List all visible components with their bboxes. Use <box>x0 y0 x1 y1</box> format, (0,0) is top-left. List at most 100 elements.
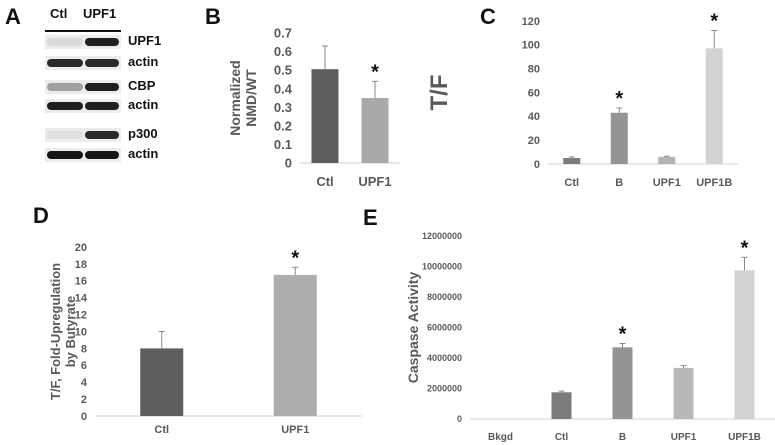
blot-band-row <box>45 128 121 142</box>
y-tick-label: 40 <box>528 111 540 123</box>
y-tick-label: 4 <box>81 377 88 389</box>
chart-d: 0 2 4 6 8 10 12 14 16 18 20 T/F, Fold-Upregulation b… <box>48 242 362 436</box>
blot-row-label: actin <box>128 54 159 69</box>
blot-band <box>47 102 83 110</box>
y-tick-label: 80 <box>528 64 540 76</box>
y-axis-label-line: NMD/WT <box>243 69 259 127</box>
y-tick-label: 12 <box>75 309 87 321</box>
blot-lane-upf1: UPF1 <box>83 6 117 21</box>
significance-asterisk: * <box>371 61 379 83</box>
bar-upf1 <box>673 367 694 419</box>
x-tick-label: Ctl <box>316 174 333 189</box>
blot-band-row <box>45 80 121 94</box>
blot-row-label: actin <box>128 146 159 161</box>
y-tick-label: 18 <box>75 259 87 271</box>
y-axis-label: Caspase Activity <box>405 272 421 384</box>
blot-row-label: actin <box>128 97 159 112</box>
blot-band <box>47 131 83 139</box>
bar-ctl <box>311 69 339 163</box>
blot-band-row <box>45 56 121 70</box>
y-tick-label: 120 <box>522 16 540 28</box>
chart-e: 0 2000000 4000000 6000000 8000000 10000000 120… <box>405 231 775 443</box>
bar-upf1 <box>273 274 317 416</box>
y-tick-label: 0.2 <box>274 118 292 133</box>
panel-label-a: A <box>5 4 21 29</box>
blot-row-label: p300 <box>128 126 158 141</box>
y-tick-label: 0.3 <box>274 100 292 115</box>
blot-band <box>47 38 83 46</box>
y-tick-label: 6000000 <box>427 323 462 333</box>
x-tick-label: UPF1 <box>358 174 391 189</box>
y-tick-label: 20 <box>528 135 540 147</box>
blot-row-label: CBP <box>128 78 156 93</box>
y-tick-label: 100 <box>522 40 540 52</box>
y-tick-label: 0.4 <box>274 81 293 96</box>
y-tick-label: 10000000 <box>422 262 462 272</box>
bar-b <box>610 112 628 164</box>
y-axis-label-line: T/F, Fold-Upregulation <box>48 263 63 400</box>
blot-band-row <box>45 148 121 162</box>
blot-band <box>85 102 119 110</box>
y-tick-label: 4000000 <box>427 353 462 363</box>
y-tick-label: 0 <box>81 411 87 423</box>
x-tick-label: B <box>619 432 626 443</box>
significance-asterisk: * <box>615 88 623 110</box>
significance-asterisk: * <box>741 237 749 259</box>
y-tick-label: 60 <box>528 87 540 99</box>
significance-asterisk: * <box>291 247 299 269</box>
blot-band <box>47 151 83 159</box>
x-tick-label: UPF1 <box>671 432 697 443</box>
x-tick-label: Bkgd <box>488 432 513 443</box>
y-tick-label: 0.5 <box>274 63 292 78</box>
y-tick-label: 0.7 <box>274 26 292 41</box>
blot-divider <box>45 30 121 32</box>
x-tick-label: UPF1 <box>281 424 309 436</box>
significance-asterisk: * <box>710 11 718 33</box>
x-tick-label: UPF1 <box>653 177 681 189</box>
blot-band <box>85 59 119 67</box>
y-tick-label: 6 <box>81 360 87 372</box>
blot-band-row <box>45 99 121 113</box>
bar-upf1 <box>361 98 389 163</box>
bar-ctl <box>551 392 572 419</box>
blot-band <box>85 131 119 139</box>
panel-label-e: E <box>363 205 378 230</box>
y-tick-label: 20 <box>75 242 87 254</box>
y-tick-label: 0 <box>285 156 292 171</box>
x-tick-label: Ctl <box>154 424 169 436</box>
bar-ctl <box>140 348 184 416</box>
chart-b: 0 0.1 0.2 0.3 0.4 0.5 0.6 0.7 Normalized NMD/WT Ct… <box>227 26 400 189</box>
bar-upf1b <box>705 48 723 164</box>
y-tick-label: 0 <box>534 159 540 171</box>
chart-c: 0 20 40 60 80 100 120 T/F Ctl * B UPF1 * UPF1B <box>426 11 738 189</box>
y-tick-label: 0.1 <box>274 137 292 152</box>
significance-asterisk: * <box>619 324 627 346</box>
y-tick-label: 2000000 <box>427 384 462 394</box>
blot-band <box>85 83 119 91</box>
bar-b <box>612 347 633 419</box>
y-axis-label-line: by Butyrate <box>63 296 78 368</box>
y-axis-label: T/F <box>426 75 453 111</box>
y-tick-label: 14 <box>75 293 88 305</box>
blot-lane-ctl: Ctl <box>50 6 68 21</box>
blot-band <box>47 83 83 91</box>
x-tick-label: UPF1B <box>696 177 732 189</box>
y-tick-label: 12000000 <box>422 231 462 241</box>
y-tick-label: 0.6 <box>274 44 292 59</box>
y-tick-label: 8 <box>81 343 87 355</box>
bar-ctl <box>563 158 581 164</box>
blot-band <box>47 59 83 67</box>
panel-label-c: C <box>480 4 496 29</box>
x-tick-label: Ctl <box>555 432 569 443</box>
y-axis-label-line: Normalized <box>227 60 243 135</box>
panel-label-b: B <box>205 4 221 29</box>
y-tick-label: 16 <box>75 276 87 288</box>
y-tick-label: 2 <box>81 394 87 406</box>
x-tick-label: Ctl <box>564 177 579 189</box>
blot-row-label: UPF1 <box>128 33 162 48</box>
x-tick-label: B <box>615 177 623 189</box>
x-tick-label: UPF1B <box>728 432 761 443</box>
y-tick-label: 10 <box>75 326 87 338</box>
bar-upf1b <box>734 270 755 419</box>
